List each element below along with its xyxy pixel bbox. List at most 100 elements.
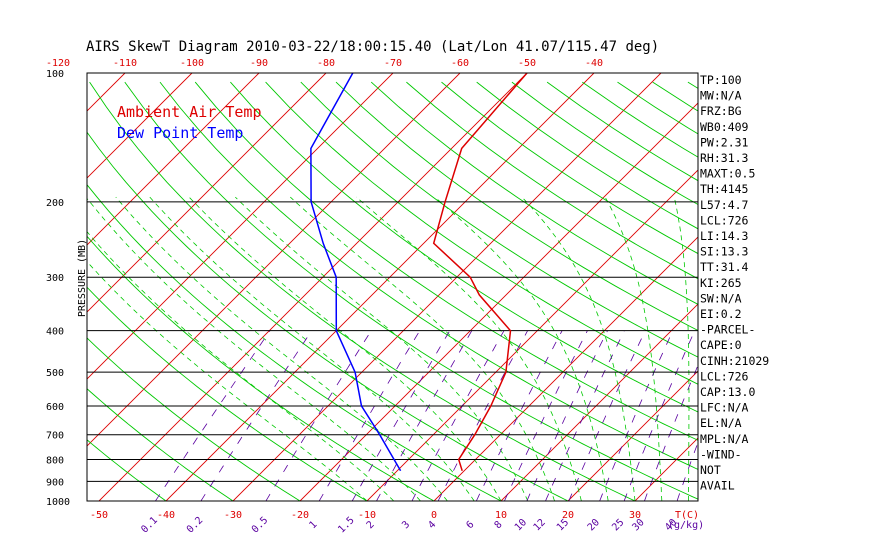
dry-adiabat (87, 286, 368, 501)
plot-frame (86, 72, 699, 502)
top-temp-tick-label: -90 (250, 58, 268, 69)
pressure-tick-label: 300 (46, 273, 64, 284)
moist-adiabat (604, 196, 663, 501)
moist-adiabat (87, 231, 395, 501)
pressure-tick-label: 1000 (46, 497, 70, 508)
index-entry: TH:4145 (700, 182, 748, 196)
index-entry: FRZ:BG (700, 104, 742, 118)
dry-adiabat (194, 81, 698, 441)
mixing-ratio-line (599, 330, 674, 501)
isotherm-line (433, 236, 698, 501)
index-entry: WB0:409 (700, 120, 749, 134)
pressure-tick-label: 900 (46, 477, 64, 488)
moist-adiabat (87, 260, 368, 501)
mixing-ratio-unit-label: (g/kg) (668, 520, 704, 531)
mixing-ratio-line (411, 330, 505, 501)
top-temp-tick-label: -100 (180, 58, 204, 69)
dry-adiabat (300, 81, 698, 358)
top-temp-tick-label: -110 (113, 58, 137, 69)
mixing-ratio-line (376, 330, 473, 501)
isotherm-line (87, 73, 394, 380)
top-temp-tick-label: -40 (585, 58, 603, 69)
index-entry: MAXT:0.5 (700, 167, 755, 181)
profiles (310, 73, 528, 472)
index-entry: LCL:726 (700, 369, 749, 383)
bottom-temp-tick-label: -10 (358, 510, 376, 521)
mixing-ratio-tick-label: 1.5 (336, 515, 357, 536)
isotherm-line (232, 73, 662, 501)
y-axis-label: PRESSURE (MB) (77, 239, 88, 317)
top-temp-tick-label: -70 (384, 58, 402, 69)
index-entry: KI:265 (700, 276, 742, 290)
isotherm-line (299, 102, 698, 501)
moist-adiabat (115, 196, 448, 501)
air-temp-profile-line (432, 73, 528, 472)
index-entry: -PARCEL- (700, 323, 755, 337)
mixing-ratio-tick-label: 6 (465, 519, 477, 531)
bottom-temp-tick-label: -40 (157, 510, 175, 521)
mixing-ratio-line (545, 330, 625, 501)
index-entry: L57:4.7 (700, 198, 749, 212)
isotherm-line (165, 73, 595, 501)
mixing-ratio-tick-label: 0.5 (250, 515, 271, 536)
dry-adiabat (652, 81, 698, 112)
index-entry: CINH:21029 (700, 354, 769, 368)
dry-adiabat (87, 131, 570, 501)
mixing-ratio-tick-label: 25 (610, 517, 626, 533)
isotherm-line (87, 73, 193, 179)
isotherm-line (634, 437, 698, 501)
legend-air-temp: Ambient Air Temp (117, 103, 262, 121)
pressure-tick-label: 400 (46, 327, 64, 338)
mixing-ratio-line (568, 330, 646, 501)
mixing-ratio-tick-label: 20 (586, 517, 602, 533)
moist-adiabat (188, 196, 502, 501)
isotherm-line (98, 73, 528, 501)
dry-adiabat (441, 81, 698, 255)
isotherm-line (87, 73, 461, 447)
dry-adiabat (230, 81, 698, 413)
dew-point-profile-line (310, 73, 402, 472)
index-entry: EI:0.2 (700, 307, 742, 321)
top-temp-tick-label: -50 (518, 58, 536, 69)
mixing-ratio-tick-label: 10 (513, 517, 529, 533)
bottom-temp-tick-label: 30 (629, 510, 641, 521)
bottom-temp-tick-label: -30 (224, 510, 242, 521)
index-entry: SI:13.3 (700, 245, 749, 259)
bottom-temp-tick-label: -20 (291, 510, 309, 521)
dry-adiabat (335, 81, 698, 331)
pressure-tick-label: 500 (46, 368, 64, 379)
isotherm-line (366, 169, 698, 501)
moist-adiabat (521, 196, 636, 501)
dry-adiabat (370, 81, 698, 305)
bottom-temp-tick-label: 20 (562, 510, 574, 521)
mixing-ratio-line (318, 330, 421, 501)
mixing-ratio-line (155, 330, 271, 501)
dry-adiabat (511, 81, 698, 206)
dry-adiabat (87, 337, 301, 501)
dry-adiabat (124, 81, 698, 500)
mixing-ratio-tick-label: 2 (365, 519, 377, 531)
dry-adiabat (265, 81, 698, 385)
legend-dew-point: Dew Point Temp (117, 124, 243, 142)
mixing-ratio-tick-label: 4 (426, 519, 438, 531)
mixing-ratio-tick-label: 12 (532, 517, 548, 533)
pressure-tick-label: 200 (46, 198, 64, 209)
bottom-temp-tick-label: 0 (431, 510, 437, 521)
moist-adiabat (356, 196, 582, 501)
x-axis-label: T(C) (675, 510, 699, 521)
isotherm-line (87, 73, 327, 313)
index-entry: AVAIL (700, 479, 735, 493)
mixing-ratio-line (526, 330, 608, 501)
index-entry: TP:100 (700, 73, 742, 87)
isotherm-line (567, 370, 698, 501)
index-entry: -WIND- (700, 447, 742, 461)
index-entry: PW:2.31 (700, 135, 749, 149)
dry-adiabat (159, 81, 698, 470)
top-temp-tick-label: -120 (46, 58, 70, 69)
index-entry: MW:N/A (700, 89, 742, 103)
index-entry: NOT (700, 463, 721, 477)
top-temp-tick-label: -80 (317, 58, 335, 69)
index-entry: MPL:N/A (700, 432, 749, 446)
